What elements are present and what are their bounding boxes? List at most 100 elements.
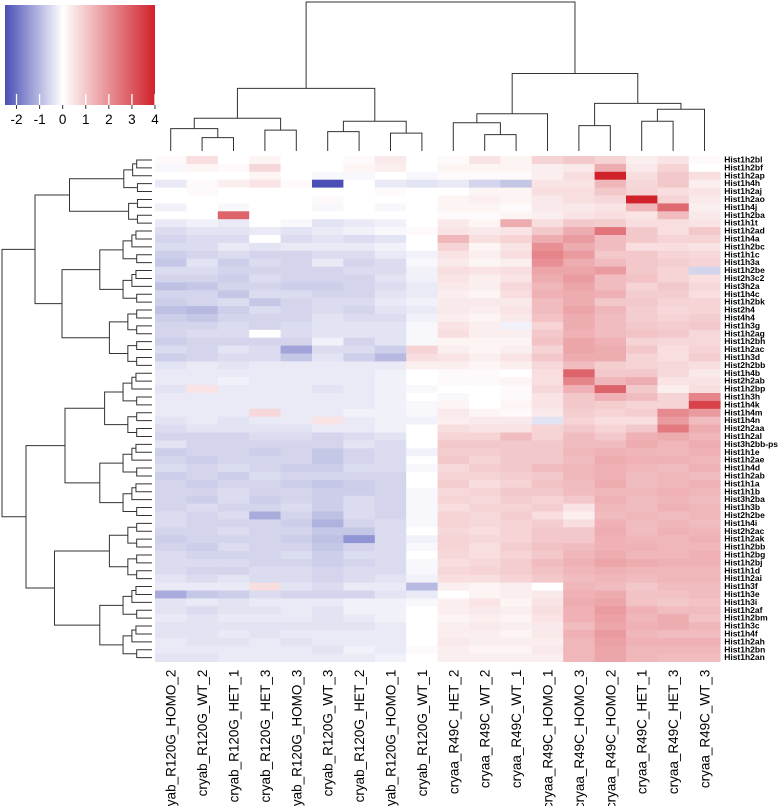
- heatmap-cell: [688, 393, 721, 402]
- heatmap-cell: [217, 203, 250, 212]
- heatmap-cell: [626, 369, 658, 378]
- heatmap-cell: [594, 582, 627, 591]
- heatmap-cell: [657, 535, 690, 544]
- heatmap-cell: [155, 653, 187, 662]
- heatmap-cell: [531, 622, 564, 631]
- heatmap-cell: [657, 179, 690, 188]
- heatmap-cell: [186, 495, 219, 504]
- column-label: cryaa_R49C_WT_2: [478, 670, 493, 789]
- heatmap-cell: [343, 393, 376, 402]
- heatmap-cell: [500, 314, 533, 323]
- heatmap-cell: [469, 179, 501, 188]
- heatmap-cell: [249, 329, 281, 339]
- heatmap-cell: [563, 329, 595, 339]
- heatmap-cell: [531, 171, 564, 181]
- column-label: cryab_R120G_WT_3: [321, 670, 336, 797]
- heatmap-cell: [437, 535, 470, 544]
- heatmap-cell: [594, 369, 627, 378]
- heatmap-cell: [374, 606, 407, 615]
- dendrogram-link: [64, 407, 105, 484]
- heatmap-cell: [594, 179, 627, 188]
- heatmap-cell: [249, 527, 281, 536]
- heatmap-cell: [186, 464, 219, 473]
- heatmap-cell: [406, 250, 438, 260]
- heatmap-cell: [563, 487, 595, 497]
- heatmap-cell: [249, 495, 281, 504]
- heatmap-cell: [343, 400, 376, 410]
- heatmap-cell: [531, 314, 564, 323]
- column-label: cryaa_R49C_WT_1: [509, 670, 524, 789]
- heatmap-cell: [688, 266, 721, 275]
- heatmap-cell: [280, 227, 313, 236]
- heatmap-cell: [594, 227, 627, 236]
- dendrogram-link: [136, 570, 152, 580]
- heatmap-cell: [531, 424, 564, 433]
- heatmap-cell: [280, 551, 313, 560]
- heatmap-cell: [343, 353, 376, 362]
- heatmap-cell: [406, 179, 438, 188]
- heatmap-cell: [500, 582, 533, 591]
- dendrogram-link: [136, 254, 152, 264]
- heatmap-cell: [312, 590, 344, 599]
- heatmap-cell: [186, 606, 219, 615]
- heatmap-cell: [374, 314, 407, 323]
- heatmap-cell: [563, 345, 595, 354]
- heatmap-cell: [688, 456, 721, 465]
- heatmap-cell: [217, 211, 250, 220]
- heatmap-cell: [626, 622, 658, 631]
- heatmap-cell: [688, 440, 721, 449]
- heatmap-cell: [657, 630, 690, 639]
- heatmap-cell: [626, 527, 658, 536]
- heatmap-cell: [249, 337, 281, 346]
- heatmap-cell: [500, 282, 533, 291]
- heatmap-cell: [437, 432, 470, 441]
- heatmap-cell: [626, 163, 658, 173]
- color-key-tick-label: 0: [59, 112, 67, 127]
- heatmap-cell: [343, 527, 376, 536]
- heatmap-cell: [626, 314, 658, 323]
- heatmap-cell: [688, 637, 721, 647]
- heatmap-cell: [688, 329, 721, 339]
- heatmap-cell: [312, 519, 344, 528]
- heatmap-cell: [469, 282, 501, 291]
- heatmap-cell: [469, 345, 501, 354]
- heatmap-cell: [469, 211, 501, 220]
- heatmap-cell: [563, 235, 595, 244]
- heatmap-cell: [626, 582, 658, 591]
- heatmap-cell: [563, 511, 595, 520]
- heatmap-cell: [500, 227, 533, 236]
- heatmap-cell: [469, 511, 501, 520]
- heatmap-cell: [657, 424, 690, 433]
- heatmap-cell: [312, 219, 344, 228]
- heatmap-cell: [500, 377, 533, 386]
- heatmap-cell: [374, 527, 407, 536]
- heatmap-cell: [280, 622, 313, 631]
- dendrogram-link: [99, 604, 124, 646]
- row-label: Hist1h4a: [724, 233, 760, 243]
- heatmap-cell: [437, 290, 470, 299]
- heatmap-cell: [469, 574, 501, 583]
- heatmap-cell: [280, 511, 313, 520]
- dendrogram-link: [61, 269, 110, 339]
- heatmap-cell: [626, 282, 658, 291]
- dendrogram-link: [641, 120, 674, 151]
- heatmap-cell: [594, 622, 627, 631]
- heatmap-cell: [531, 219, 564, 228]
- row-label: Hist1h3i: [724, 597, 757, 607]
- heatmap-cell: [594, 653, 627, 662]
- heatmap-cell: [249, 361, 281, 370]
- dendrogram-link: [136, 507, 152, 516]
- heatmap-cell: [249, 456, 281, 465]
- heatmap-cell: [500, 385, 533, 394]
- heatmap-cell: [406, 558, 438, 568]
- heatmap-cell: [437, 235, 470, 244]
- heatmap-cell: [155, 314, 187, 323]
- heatmap-cell: [531, 179, 564, 188]
- dendrogram-link: [136, 609, 152, 619]
- heatmap-cell: [374, 440, 407, 449]
- heatmap-cell: [657, 163, 690, 173]
- heatmap-cell: [406, 400, 438, 410]
- heatmap-cell: [343, 345, 376, 354]
- heatmap-cell: [186, 637, 219, 647]
